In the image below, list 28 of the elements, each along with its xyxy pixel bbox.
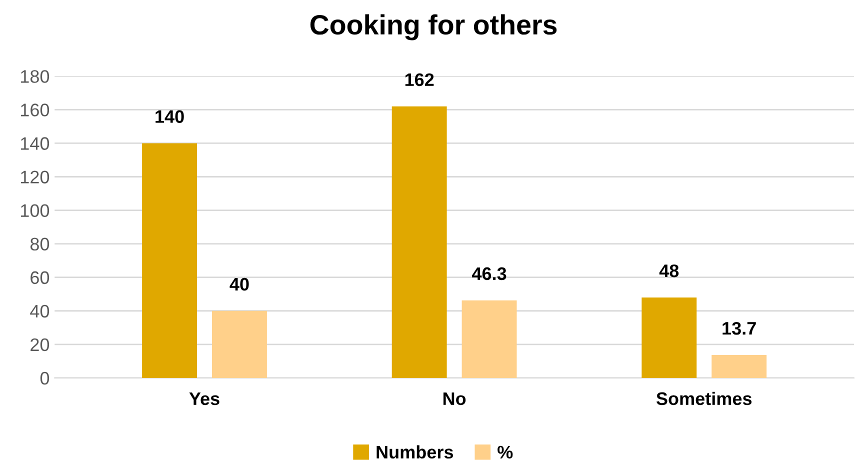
data-label: 40 xyxy=(230,278,249,291)
data-label: 162 xyxy=(405,73,434,86)
bar xyxy=(712,354,767,378)
data-label: 48 xyxy=(659,264,679,278)
bar xyxy=(642,297,697,378)
chart-title: Cooking for others xyxy=(310,14,557,40)
legend-label: Numbers xyxy=(376,445,454,459)
y-tick-label: 100 xyxy=(21,204,50,218)
y-tick-label: 120 xyxy=(21,170,50,184)
data-label: 140 xyxy=(156,110,184,123)
bar xyxy=(392,106,447,378)
data-label: 13.7 xyxy=(722,322,756,335)
y-tick-label: 140 xyxy=(21,137,50,150)
bar xyxy=(462,300,517,378)
x-tick-label: Sometimes xyxy=(656,392,752,406)
bar xyxy=(212,310,267,378)
y-tick-label: 160 xyxy=(21,104,50,116)
y-tick-label: 20 xyxy=(30,338,50,352)
y-tick-label: 180 xyxy=(21,70,50,83)
y-tick-label: 60 xyxy=(30,271,50,284)
y-tick-label: 0 xyxy=(40,372,50,385)
data-label: 46.3 xyxy=(472,267,506,280)
legend-label: % xyxy=(498,446,513,459)
x-tick-label: Yes xyxy=(189,392,220,406)
bar xyxy=(142,143,198,378)
x-tick-label: No xyxy=(443,392,466,406)
y-tick-label: 40 xyxy=(30,304,50,318)
y-tick-label: 80 xyxy=(30,238,50,251)
